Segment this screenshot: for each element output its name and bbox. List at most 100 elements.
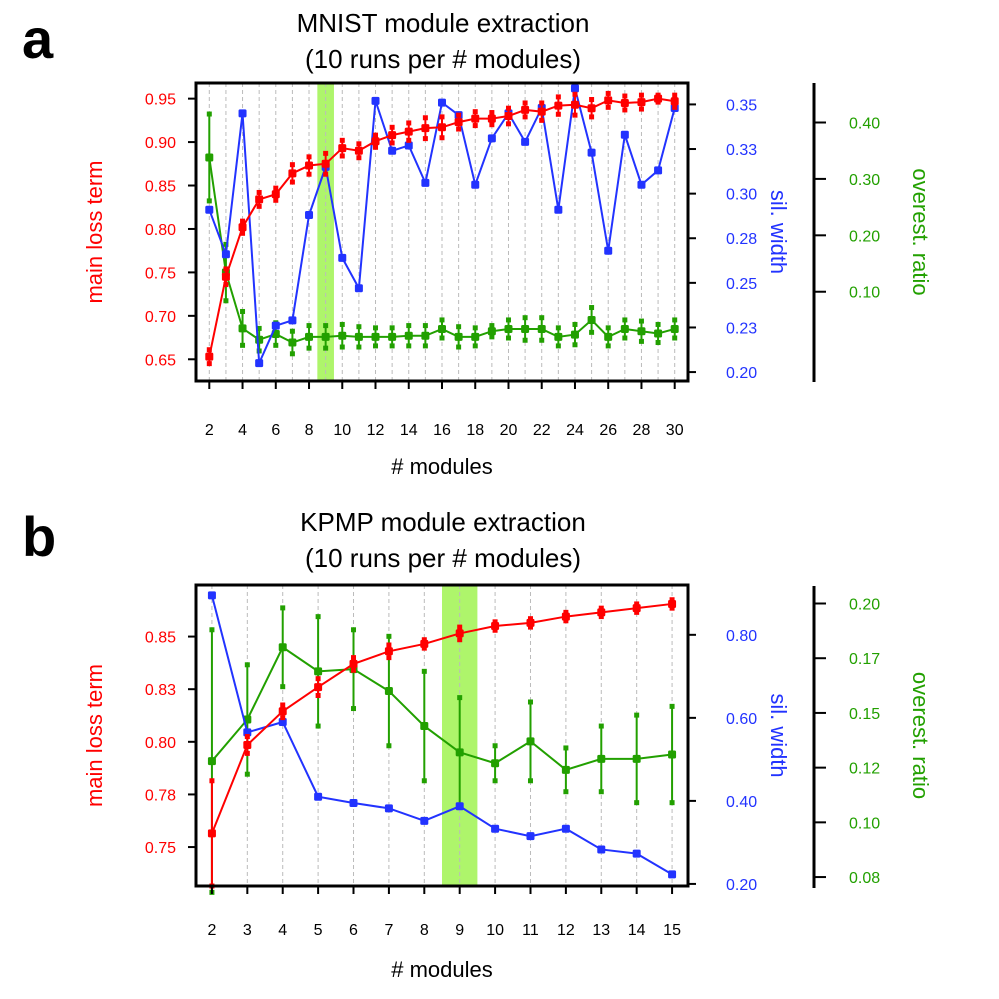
data-point bbox=[487, 134, 496, 143]
data-point bbox=[321, 332, 330, 341]
data-point bbox=[487, 327, 496, 336]
x-tick-label: 8 bbox=[305, 422, 314, 439]
data-point bbox=[238, 223, 247, 232]
x-tick-label: 18 bbox=[466, 422, 484, 439]
error-cap bbox=[306, 345, 312, 351]
data-point bbox=[314, 683, 323, 692]
error-cap bbox=[389, 140, 395, 146]
error-cap bbox=[373, 343, 379, 349]
data-point bbox=[314, 792, 323, 801]
error-cap bbox=[539, 315, 545, 321]
data-point bbox=[620, 130, 629, 139]
error-cap bbox=[457, 624, 463, 630]
data-point bbox=[504, 112, 513, 121]
error-cap bbox=[522, 337, 528, 343]
data-point bbox=[668, 599, 677, 608]
panel-b: b KPMP module extraction (10 runs per # … bbox=[22, 505, 933, 982]
error-cap bbox=[622, 93, 628, 99]
data-point bbox=[438, 98, 446, 107]
error-cap bbox=[489, 323, 495, 329]
error-cap bbox=[273, 197, 279, 203]
error-cap bbox=[306, 154, 312, 160]
error-cap bbox=[421, 637, 427, 643]
x-tick-label: 26 bbox=[599, 422, 617, 439]
error-cap bbox=[240, 230, 246, 236]
data-point bbox=[561, 765, 570, 774]
data-point bbox=[338, 331, 347, 340]
data-point bbox=[526, 618, 535, 627]
error-cap bbox=[598, 605, 604, 611]
error-cap bbox=[351, 627, 357, 633]
left-tick-label: 0.70 bbox=[145, 309, 176, 326]
left-tick-label: 0.78 bbox=[145, 787, 176, 804]
data-point bbox=[471, 332, 480, 341]
left-tick-label: 0.75 bbox=[145, 840, 176, 857]
error-cap bbox=[505, 317, 511, 323]
error-cap bbox=[439, 335, 445, 341]
error-cap bbox=[373, 132, 379, 138]
error-cap bbox=[605, 343, 611, 349]
right-tick-label: 0.40 bbox=[726, 794, 757, 811]
data-point bbox=[338, 253, 347, 262]
right-axis-label: sil. width bbox=[766, 693, 791, 777]
data-point bbox=[561, 612, 570, 621]
chart-title: MNIST module extraction bbox=[297, 8, 590, 38]
data-point bbox=[491, 759, 500, 768]
error-cap bbox=[638, 92, 644, 98]
error-cap bbox=[522, 100, 528, 106]
x-tick-label: 10 bbox=[486, 922, 504, 939]
error-cap bbox=[323, 150, 329, 156]
chart-title: KPMP module extraction bbox=[300, 507, 586, 537]
data-point bbox=[349, 798, 358, 807]
data-point bbox=[271, 321, 280, 330]
error-cap bbox=[256, 325, 262, 331]
left-axis-label: main loss term bbox=[82, 664, 107, 807]
data-point bbox=[438, 123, 446, 132]
data-point bbox=[205, 205, 214, 214]
error-cap bbox=[563, 609, 569, 615]
error-cap bbox=[406, 120, 412, 126]
error-cap bbox=[492, 619, 498, 625]
left-tick-label: 0.95 bbox=[145, 92, 176, 109]
outer-tick-label: 0.30 bbox=[849, 172, 880, 189]
data-point bbox=[454, 118, 463, 127]
data-point bbox=[654, 94, 663, 103]
left-tick-label: 0.80 bbox=[145, 222, 176, 239]
data-point bbox=[420, 816, 429, 825]
error-cap bbox=[439, 114, 445, 120]
error-cap bbox=[456, 112, 462, 118]
right-tick-label: 0.33 bbox=[726, 142, 757, 159]
data-point bbox=[438, 324, 446, 333]
error-cap bbox=[638, 106, 644, 112]
left-tick-label: 0.83 bbox=[145, 682, 176, 699]
error-cap bbox=[315, 693, 321, 699]
error-cap bbox=[456, 126, 462, 132]
data-point bbox=[455, 802, 464, 811]
x-tick-label: 4 bbox=[278, 922, 287, 939]
data-point bbox=[420, 639, 429, 648]
error-cap bbox=[634, 601, 640, 607]
error-cap bbox=[527, 624, 533, 630]
data-point bbox=[587, 315, 596, 324]
error-cap bbox=[273, 342, 279, 348]
error-cap bbox=[244, 734, 250, 740]
error-cap bbox=[223, 282, 229, 288]
right-tick-label: 0.25 bbox=[726, 276, 757, 293]
error-cap bbox=[589, 114, 595, 120]
data-point bbox=[404, 141, 413, 150]
data-point bbox=[404, 331, 413, 340]
data-point bbox=[338, 144, 347, 153]
data-point bbox=[604, 96, 613, 105]
error-cap bbox=[527, 778, 533, 784]
x-tick-label: 9 bbox=[455, 922, 464, 939]
error-cap bbox=[655, 340, 661, 346]
left-tick-label: 0.75 bbox=[145, 265, 176, 282]
error-cap bbox=[339, 321, 345, 327]
outer-tick-label: 0.20 bbox=[849, 228, 880, 245]
data-point bbox=[632, 849, 641, 858]
error-cap bbox=[386, 642, 392, 648]
series-line bbox=[210, 602, 673, 834]
error-cap bbox=[280, 702, 286, 708]
error-cap bbox=[244, 662, 250, 668]
error-cap bbox=[672, 317, 678, 323]
